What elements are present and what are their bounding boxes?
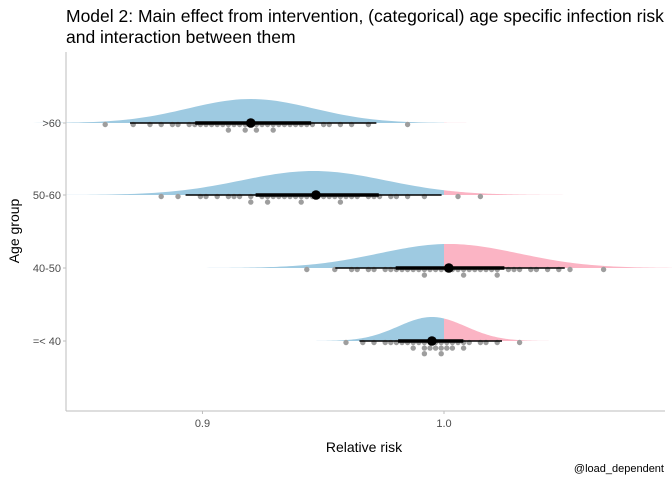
sample-dot (404, 121, 411, 128)
group->60 (0, 99, 515, 133)
sample-dot (438, 345, 444, 351)
sample-dot (460, 272, 467, 278)
sample-dot (225, 127, 232, 133)
point-estimate (444, 263, 454, 273)
sample-dot (438, 351, 444, 357)
density-below-reference (289, 317, 444, 341)
sample-dot (567, 266, 573, 273)
sample-dot (304, 266, 310, 273)
sample-dot (421, 272, 428, 278)
sample-dot (444, 345, 450, 351)
sample-dot (449, 345, 456, 351)
density-above-reference (444, 190, 618, 195)
group-=< 40 (289, 317, 574, 357)
sample-dot (516, 339, 523, 346)
sample-dot (421, 345, 428, 351)
sample-dot (427, 345, 433, 351)
plot-area (0, 99, 672, 357)
sample-dot (298, 199, 304, 205)
sample-dot (410, 345, 416, 351)
x-axis-title: Relative risk (326, 439, 403, 455)
sample-dot (270, 127, 276, 133)
sample-dot (494, 272, 500, 278)
y-axis-title: Age group (6, 198, 22, 263)
axes: >60 50-60 40-50 =< 40 0.9 1.0 (33, 118, 452, 430)
sample-dot (432, 345, 439, 351)
sample-dot (264, 199, 271, 205)
caption: @load_dependent (574, 463, 664, 475)
x-tick-label: 0.9 (195, 418, 210, 430)
sample-dot (600, 266, 607, 273)
sample-dot (421, 351, 428, 357)
group-50-60 (9, 171, 618, 205)
sample-dot (248, 199, 254, 205)
sample-dot (343, 339, 349, 346)
sample-dot (175, 193, 181, 200)
density-below-reference (9, 171, 445, 195)
chart-title-line-2: and interaction between them (66, 27, 296, 47)
y-tick-label: >60 (42, 118, 61, 130)
group-40-50 (154, 244, 672, 278)
sample-dot (337, 199, 344, 205)
chart-title-line-1: Model 2: Main effect from intervention, … (66, 6, 664, 26)
density-below-reference (0, 99, 444, 123)
y-tick-label: =< 40 (33, 336, 61, 348)
sample-dot (158, 193, 164, 200)
point-estimate (311, 190, 321, 200)
sample-dot (242, 127, 248, 133)
sample-dot (253, 127, 260, 133)
y-tick-label: 50-60 (33, 190, 61, 202)
sample-dot (455, 193, 461, 200)
density-above-reference (444, 318, 574, 341)
point-estimate (427, 336, 437, 346)
density-above-reference (444, 244, 672, 268)
density-below-reference (154, 244, 444, 268)
sample-dot (477, 193, 484, 200)
point-estimate (245, 118, 256, 128)
sample-dot (102, 121, 108, 128)
x-tick-label: 1.0 (436, 418, 451, 430)
y-tick-label: 40-50 (33, 263, 61, 275)
chart-title: Model 2: Main effect from intervention, … (66, 6, 664, 48)
sample-dot (460, 345, 467, 351)
